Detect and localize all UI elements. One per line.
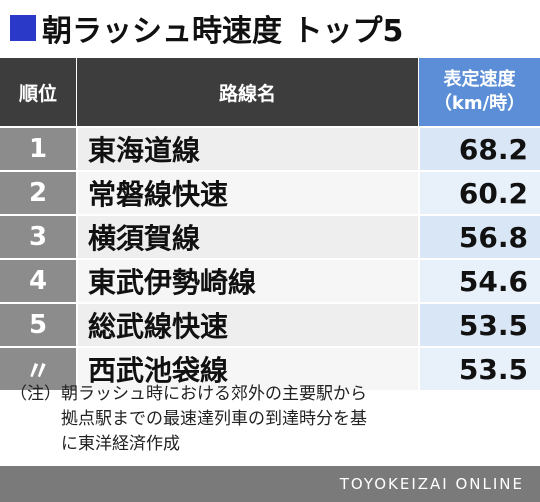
title-square-icon [10,15,36,41]
rank-cell: 5 [0,304,76,346]
header-line: 路線名 [76,58,418,126]
table-row: 3 横須賀線 56.8 [0,216,540,258]
page-title: 朝ラッシュ時速度 トップ5 [42,14,404,49]
line-cell: 常磐線快速 [76,172,418,214]
speed-cell: 56.8 [418,216,540,258]
speed-cell: 68.2 [418,128,540,170]
table-row: 〃 西武池袋線 53.5 [0,348,540,390]
line-cell: 総武線快速 [76,304,418,346]
footnote: （注）朝ラッシュ時における郊外の主要駅から 拠点駅までの最速達列車の到達時分を基… [10,384,367,454]
speed-cell: 54.6 [418,260,540,302]
line-cell: 横須賀線 [76,216,418,258]
rank-cell: 4 [0,260,76,302]
title-bar: 朝ラッシュ時速度 トップ5 [10,6,403,50]
table-row: 4 東武伊勢崎線 54.6 [0,260,540,302]
header-rank: 順位 [0,58,76,126]
speed-cell: 53.5 [418,304,540,346]
brand-logo-text: TOYOKEIZAI ONLINE [339,475,524,493]
speed-cell: 60.2 [418,172,540,214]
line-cell: 西武池袋線 [76,348,418,390]
rank-cell: 3 [0,216,76,258]
table-row: 1 東海道線 68.2 [0,128,540,170]
rank-cell: 1 [0,128,76,170]
header-speed-unit: （km/時） [433,93,526,114]
line-cell: 東武伊勢崎線 [76,260,418,302]
line-cell: 東海道線 [76,128,418,170]
footer-bar: TOYOKEIZAI ONLINE [0,466,540,502]
table-header: 順位 路線名 表定速度 （km/時） [0,58,540,126]
speed-cell: 53.5 [418,348,540,390]
rank-cell: 2 [0,172,76,214]
rank-cell: 〃 [0,348,76,390]
table-row: 5 総武線快速 53.5 [0,304,540,346]
table-row: 2 常磐線快速 60.2 [0,172,540,214]
header-speed-label: 表定速度 [443,68,516,90]
header-speed: 表定速度 （km/時） [418,58,540,126]
ranking-table: 順位 路線名 表定速度 （km/時） 1 東海道線 68.2 2 常磐線快速 6… [0,58,540,390]
